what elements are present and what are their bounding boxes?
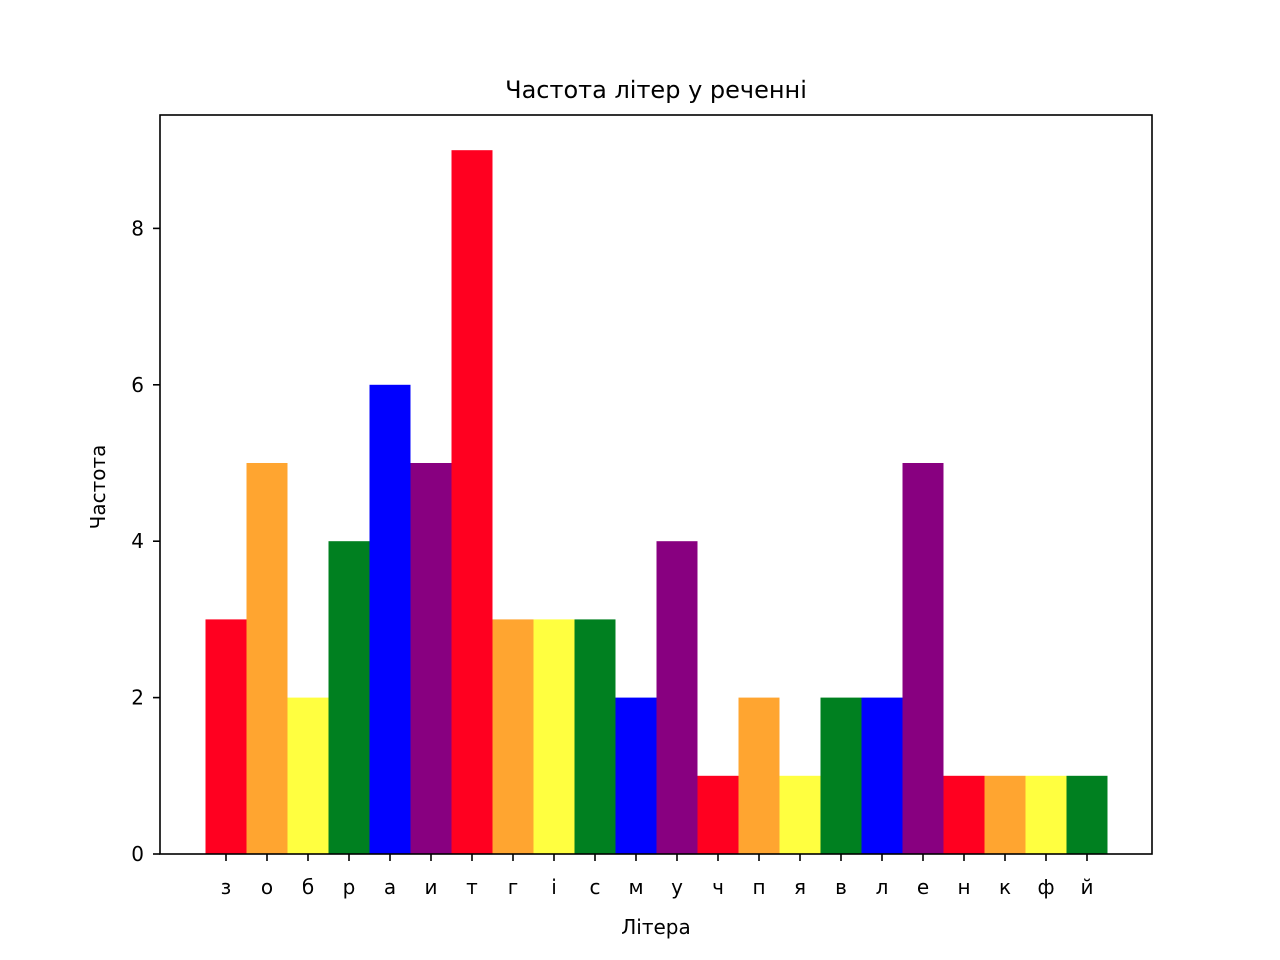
bar-4: [369, 384, 411, 854]
x-tick-label: і: [551, 875, 557, 899]
x-tick-label: о: [261, 875, 273, 899]
x-tick-label: л: [876, 875, 889, 899]
plot-frame: [159, 114, 1153, 855]
y-tick-label: 4: [131, 529, 144, 553]
y-tick-label: 2: [131, 686, 144, 710]
x-tick-label: ч: [712, 875, 724, 899]
y-axis-title: Частота: [86, 445, 110, 530]
x-tick-label: й: [1081, 875, 1094, 899]
x-tick-label: т: [466, 875, 478, 899]
x-tick-label: я: [794, 875, 806, 899]
bar-0: [205, 619, 247, 854]
x-tick-label: н: [957, 875, 970, 899]
x-tick-label: у: [671, 875, 683, 899]
y-tick-label: 8: [131, 216, 144, 240]
bar-16: [861, 697, 903, 854]
bar-18: [943, 775, 985, 854]
bar-17: [902, 462, 944, 854]
bar-13: [738, 697, 780, 854]
bar-1: [246, 462, 288, 854]
x-tick-label: б: [302, 875, 314, 899]
x-tick-label: в: [835, 875, 847, 899]
bar-14: [779, 775, 821, 854]
chart-title: Частота літер у реченні: [505, 76, 807, 104]
x-tick-label: м: [628, 875, 643, 899]
bar-9: [574, 619, 616, 854]
bar-11: [656, 541, 698, 854]
bar-6: [451, 150, 493, 854]
y-tick-label: 0: [131, 842, 144, 866]
bar-2: [287, 697, 329, 854]
bar-10: [615, 697, 657, 854]
bar-15: [820, 697, 862, 854]
bar-19: [984, 775, 1026, 854]
bar-8: [533, 619, 575, 854]
y-axis-ticks: 0 2 4 6 8: [131, 216, 160, 866]
x-tick-label: с: [590, 875, 601, 899]
x-tick-label: к: [999, 875, 1011, 899]
x-tick-label: п: [752, 875, 765, 899]
bar-3: [328, 541, 370, 854]
y-tick-label: 6: [131, 373, 144, 397]
bar-7: [492, 619, 534, 854]
x-tick-label: з: [221, 875, 232, 899]
x-tick-label: и: [425, 875, 438, 899]
bar-21: [1066, 775, 1108, 854]
x-tick-label: а: [384, 875, 396, 899]
x-tick-label: ф: [1037, 875, 1054, 899]
x-tick-label: р: [343, 875, 356, 899]
x-tick-label: г: [508, 875, 519, 899]
x-tick-label: е: [917, 875, 929, 899]
bars-group: [205, 150, 1108, 854]
bar-5: [410, 462, 452, 854]
bar-12: [697, 775, 739, 854]
x-axis-title: Літера: [621, 915, 691, 939]
bar-20: [1025, 775, 1067, 854]
